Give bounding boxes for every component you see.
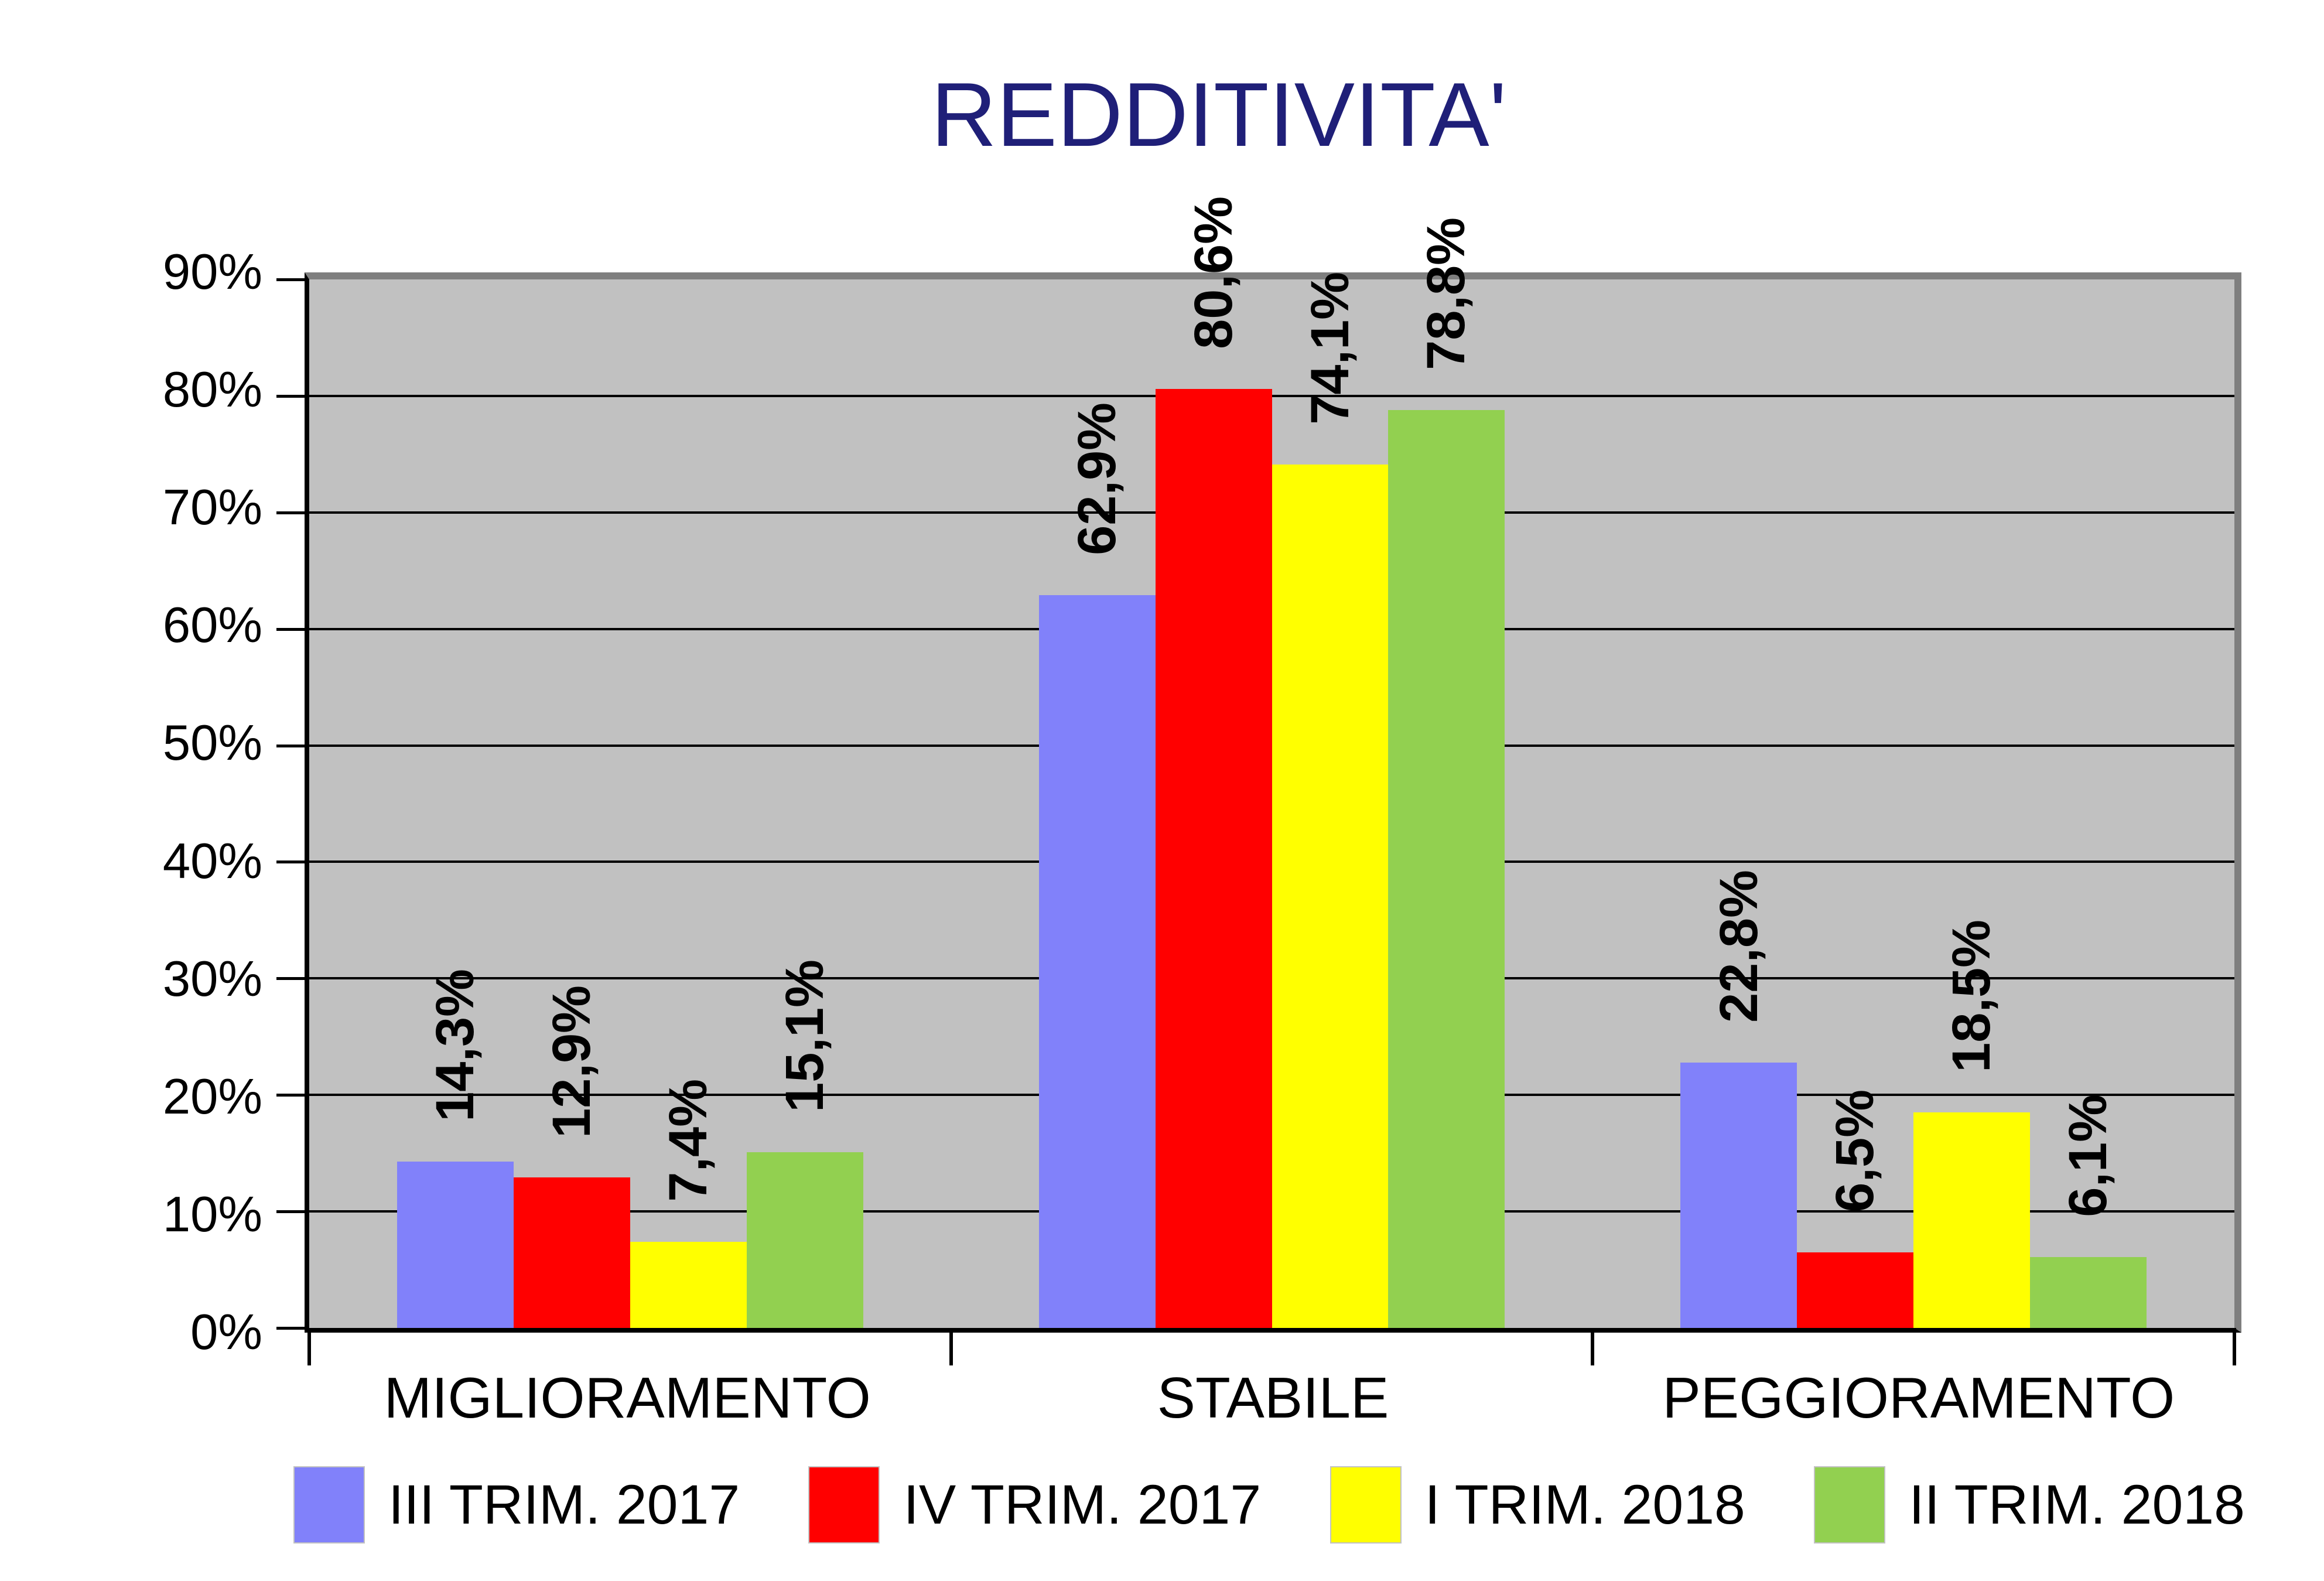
bar-iii-trim-2017-stabile [1038, 595, 1156, 1328]
y-tick-10 [276, 1210, 305, 1214]
x-axis-label-peggioramento: PEGGIORAMENTO [1662, 1365, 2175, 1430]
bar-slot-i-trim-2018-stabile: 74,1% [1272, 272, 1389, 1328]
gridline-80 [309, 394, 2234, 397]
category-group-miglioramento: 14,3% 12,9% 7,4% 15,1% [309, 279, 951, 1328]
legend-item-iv-trim-2017: IV TRIM. 2017 [809, 1467, 1261, 1542]
x-axis-category-labels: MIGLIORAMENTO STABILE PEGGIORAMENTO [305, 1365, 2241, 1431]
legend-swatch-iii-trim-2017 [295, 1467, 364, 1542]
bar-slot-iii-trim-2017-stabile: 62,9% [1038, 279, 1156, 1328]
legend-item-i-trim-2018: I TRIM. 2018 [1331, 1467, 1745, 1542]
legend-item-iii-trim-2017: III TRIM. 2017 [295, 1467, 740, 1542]
bar-slot-ii-trim-2018-peggioramento: 6,1% [2030, 279, 2147, 1328]
bar-data-label-i-trim-2018-miglioramento: 7,4% [658, 1079, 718, 1202]
legend-label-iv-trim-2017: IV TRIM. 2017 [903, 1473, 1262, 1536]
y-axis-label-30: 30% [162, 951, 262, 1007]
legend-item-ii-trim-2018: II TRIM. 2018 [1815, 1467, 2245, 1542]
y-axis-label-50: 50% [162, 715, 262, 771]
y-tick-30 [276, 977, 305, 981]
bar-data-label-iv-trim-2017-miglioramento: 12,9% [542, 985, 602, 1138]
legend: III TRIM. 2017 IV TRIM. 2017 I TRIM. 2018 I… [295, 1467, 2245, 1542]
x-axis-label-stabile: STABILE [1157, 1365, 1389, 1430]
y-tick-80 [276, 394, 305, 398]
bar-data-label-iii-trim-2017-peggioramento: 22,8% [1708, 869, 1769, 1023]
bar-iii-trim-2017-miglioramento [397, 1161, 514, 1328]
bar-slot-i-trim-2018-peggioramento: 18,5% [1913, 279, 2031, 1328]
y-axis-label-10: 10% [162, 1186, 262, 1242]
bar-data-label-ii-trim-2018-miglioramento: 15,1% [774, 959, 835, 1112]
bar-data-label-i-trim-2018-peggioramento: 18,5% [1942, 920, 2002, 1073]
category-group-stabile: 62,9% 80,6% 74,1% 78,8% [951, 196, 1593, 1328]
bar-data-label-iii-trim-2017-stabile: 62,9% [1067, 402, 1127, 555]
bar-slot-iv-trim-2017-stabile: 80,6% [1155, 196, 1272, 1328]
bar-ii-trim-2018-stabile [1388, 409, 1505, 1328]
y-axis-label-90: 90% [162, 244, 262, 300]
bar-ii-trim-2018-miglioramento [746, 1152, 863, 1328]
y-axis-label-0: 0% [190, 1305, 262, 1360]
bar-slot-iv-trim-2017-peggioramento: 6,5% [1797, 279, 1914, 1328]
bar-iii-trim-2017-peggioramento [1680, 1062, 1797, 1328]
bars-container: 14,3% 12,9% 7,4% 15,1% 62,9% 80,6% 74,1% 78,8% 2… [309, 196, 2234, 1328]
y-axis-label-70: 70% [162, 480, 262, 536]
legend-label-ii-trim-2018: II TRIM. 2018 [1909, 1473, 2245, 1536]
category-group-peggioramento: 22,8% 6,5% 18,5% 6,1% [1592, 279, 2234, 1328]
y-tick-0 [276, 1327, 305, 1330]
y-axis-labels: 0% 10% 20% 30% 40% 50% 60% 70% 80% 90% [0, 244, 262, 1360]
y-axis-label-40: 40% [162, 833, 262, 889]
bar-i-trim-2018-peggioramento [1913, 1112, 2031, 1328]
y-axis-label-60: 60% [162, 597, 262, 654]
y-axis-label-20: 20% [162, 1068, 262, 1125]
bar-slot-iii-trim-2017-peggioramento: 22,8% [1680, 279, 1797, 1328]
bar-iv-trim-2017-peggioramento [1797, 1252, 1914, 1328]
legend-swatch-ii-trim-2018 [1815, 1467, 1885, 1542]
bar-iv-trim-2017-miglioramento [513, 1177, 630, 1328]
x-tick-0 [307, 1328, 311, 1365]
x-tick-2 [1591, 1328, 1595, 1365]
bar-slot-ii-trim-2018-stabile: 78,8% [1388, 217, 1505, 1328]
bar-slot-ii-trim-2018-miglioramento: 15,1% [746, 279, 863, 1328]
y-tick-50 [276, 744, 305, 747]
bar-data-label-iv-trim-2017-stabile: 80,6% [1183, 196, 1243, 349]
bar-ii-trim-2018-peggioramento [2030, 1256, 2147, 1328]
y-axis-label-80: 80% [162, 362, 262, 418]
bar-data-label-ii-trim-2018-stabile: 78,8% [1416, 217, 1477, 370]
y-tick-40 [276, 860, 305, 864]
bar-iv-trim-2017-stabile [1155, 388, 1272, 1328]
bar-data-label-ii-trim-2018-peggioramento: 6,1% [2058, 1094, 2118, 1217]
legend-swatch-iv-trim-2017 [809, 1467, 879, 1542]
y-tick-60 [276, 627, 305, 631]
legend-swatch-i-trim-2018 [1331, 1467, 1400, 1542]
bar-slot-iii-trim-2017-miglioramento: 14,3% [397, 279, 514, 1328]
x-axis-label-miglioramento: MIGLIORAMENTO [384, 1365, 871, 1430]
chart-title: REDDITIVITA' [931, 64, 1507, 165]
bar-slot-i-trim-2018-miglioramento: 7,4% [630, 279, 747, 1328]
bar-data-label-iii-trim-2017-miglioramento: 14,3% [425, 968, 486, 1122]
x-tick-1 [949, 1328, 953, 1365]
bar-data-label-iv-trim-2017-peggioramento: 6,5% [1825, 1090, 1885, 1213]
legend-label-iii-trim-2017: III TRIM. 2017 [388, 1473, 740, 1536]
legend-label-i-trim-2018: I TRIM. 2018 [1424, 1473, 1745, 1536]
x-tick-3 [2233, 1328, 2236, 1365]
y-tick-90 [276, 278, 305, 281]
bar-slot-iv-trim-2017-miglioramento: 12,9% [513, 279, 630, 1328]
plot-area: 14,3% 12,9% 7,4% 15,1% 62,9% 80,6% 74,1% 78,8% 2… [276, 196, 2241, 1365]
y-tick-20 [276, 1094, 305, 1097]
y-tick-70 [276, 511, 305, 514]
bar-i-trim-2018-miglioramento [630, 1241, 747, 1328]
bar-i-trim-2018-stabile [1272, 465, 1389, 1328]
bar-data-label-i-trim-2018-stabile: 74,1% [1300, 272, 1360, 425]
